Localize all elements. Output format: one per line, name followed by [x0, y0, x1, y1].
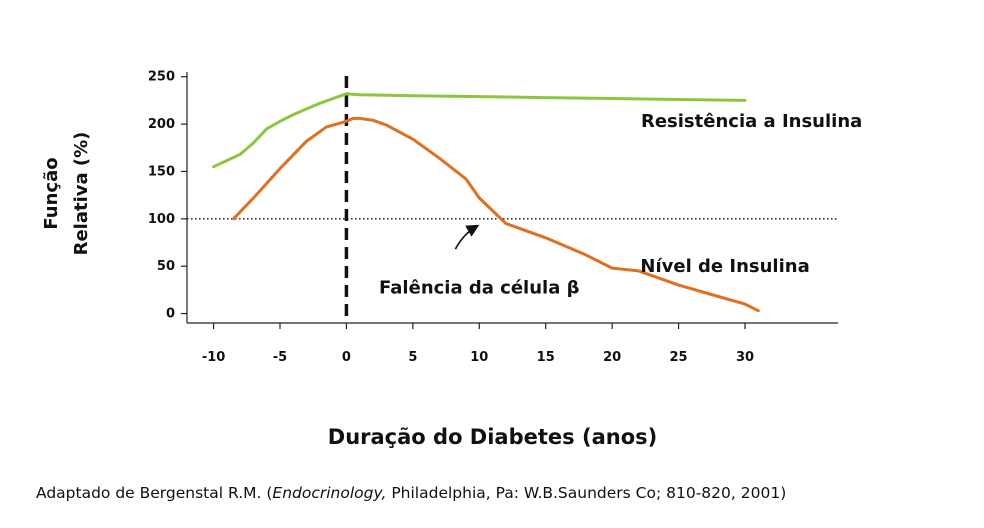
x-tick-label: 0 — [342, 350, 351, 365]
x-axis-label: Duração do Diabetes (anos) — [328, 425, 657, 449]
y-tick-label: 100 — [148, 212, 175, 227]
x-tick-label: 10 — [470, 350, 488, 365]
caption-suffix: Philadelphia, Pa: W.B.Saunders Co; 810-8… — [386, 484, 787, 502]
x-tick-label: 30 — [736, 350, 754, 365]
series-line-resistencia — [212, 92, 747, 169]
series-label-resistencia: Resistência a Insulina — [641, 111, 862, 132]
x-tick-label: 15 — [537, 350, 555, 365]
caption-journal: Endocrinology, — [272, 484, 387, 502]
x-tick-label: 5 — [408, 350, 417, 365]
x-tick-label: -5 — [273, 350, 287, 365]
series-line-nivel-insulina — [232, 116, 760, 313]
y-tick-label: 150 — [148, 164, 175, 179]
y-tick-label: 250 — [148, 70, 175, 85]
annotation-label-falencia: Falência da célula β — [379, 278, 580, 299]
y-tick-label: 0 — [166, 307, 175, 322]
source-caption: Adaptado de Bergenstal R.M. (Endocrinolo… — [36, 484, 786, 502]
y-axis-label-line2: Relativa (%) — [71, 132, 92, 256]
y-axis-label-line1: Função — [41, 157, 62, 229]
x-tick-label: -10 — [202, 350, 226, 365]
caption-prefix: Adaptado de Bergenstal R.M. ( — [36, 484, 273, 502]
x-tick-label: 25 — [670, 350, 688, 365]
x-tick-label: 20 — [603, 350, 621, 365]
y-tick-label: 200 — [148, 117, 175, 132]
y-tick-label: 50 — [157, 259, 175, 274]
annotation-arrow — [454, 224, 480, 250]
series-label-nivel-insulina: Nível de Insulina — [640, 256, 809, 277]
